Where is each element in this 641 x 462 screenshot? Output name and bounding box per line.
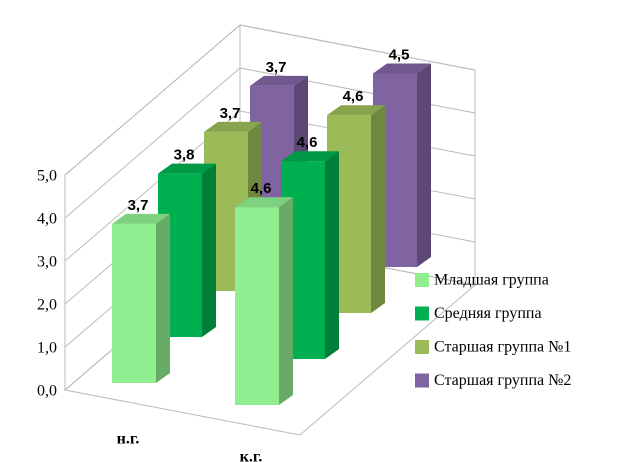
bar-top xyxy=(235,197,293,208)
legend-swatch xyxy=(415,273,429,287)
bar-top xyxy=(112,213,170,224)
legend-swatch xyxy=(415,306,429,321)
bar-side-shade xyxy=(417,63,431,267)
y-tick-label: 3,0 xyxy=(37,254,57,271)
bar-top xyxy=(327,105,385,116)
bar-side xyxy=(279,197,293,405)
value-label: 4,5 xyxy=(389,46,410,63)
grid-line xyxy=(64,24,476,176)
value-label: 3,7 xyxy=(128,197,149,214)
x-tick-label: н.г. xyxy=(117,431,140,448)
legend-label: Старшая группа №1 xyxy=(434,339,571,356)
bar-top-shade xyxy=(112,213,170,224)
bar-top xyxy=(373,63,431,74)
x-tick-label: к.г. xyxy=(240,449,263,462)
bars: 3,7 4,5 3,7 4,6 3,8 4,6 3,7 4,6 xyxy=(112,46,431,405)
value-label: 4,6 xyxy=(251,180,272,197)
legend: Младшая группа Средняя группа Старшая груп… xyxy=(415,272,571,389)
legend-label: Средняя группа xyxy=(434,305,542,322)
bar-top-shade xyxy=(158,163,216,174)
bar-side xyxy=(156,213,170,383)
value-label: 4,6 xyxy=(343,88,364,105)
y-tick-label: 0,0 xyxy=(37,383,57,400)
bar-top-shade xyxy=(204,121,262,132)
bar-side-shade xyxy=(279,197,293,405)
bar-side xyxy=(325,151,339,359)
y-tick-label: 4,0 xyxy=(37,211,57,228)
bar-top-shade xyxy=(327,105,385,116)
bar xyxy=(112,223,156,383)
bar-side xyxy=(417,63,431,267)
value-label: 3,7 xyxy=(266,59,287,76)
value-label: 3,7 xyxy=(220,105,241,122)
bar-side-shade xyxy=(156,213,170,383)
bar-top xyxy=(281,151,339,162)
value-label: 4,6 xyxy=(297,134,318,151)
bar-side-shade xyxy=(371,105,385,313)
bar-top-shade xyxy=(250,75,308,86)
legend-label: Младшая группа xyxy=(434,272,549,289)
y-tick-label: 1,0 xyxy=(37,340,57,357)
bar-side-shade xyxy=(202,163,216,337)
y-tick-label: 5,0 xyxy=(37,168,57,185)
bar-top-shade xyxy=(281,151,339,162)
value-label: 3,8 xyxy=(174,147,195,164)
bar xyxy=(235,207,279,405)
bar-top xyxy=(204,121,262,132)
bar-top-shade xyxy=(373,63,431,74)
bar-side xyxy=(371,105,385,313)
legend-swatch xyxy=(415,373,429,388)
bar-side xyxy=(202,163,216,337)
legend-label: Старшая группа №2 xyxy=(434,372,571,389)
legend-swatch xyxy=(415,340,429,354)
bar-top xyxy=(250,75,308,86)
bar-side-shade xyxy=(325,151,339,359)
y-tick-label: 2,0 xyxy=(37,297,57,314)
bar-top xyxy=(158,163,216,174)
bar-top-shade xyxy=(235,197,293,208)
